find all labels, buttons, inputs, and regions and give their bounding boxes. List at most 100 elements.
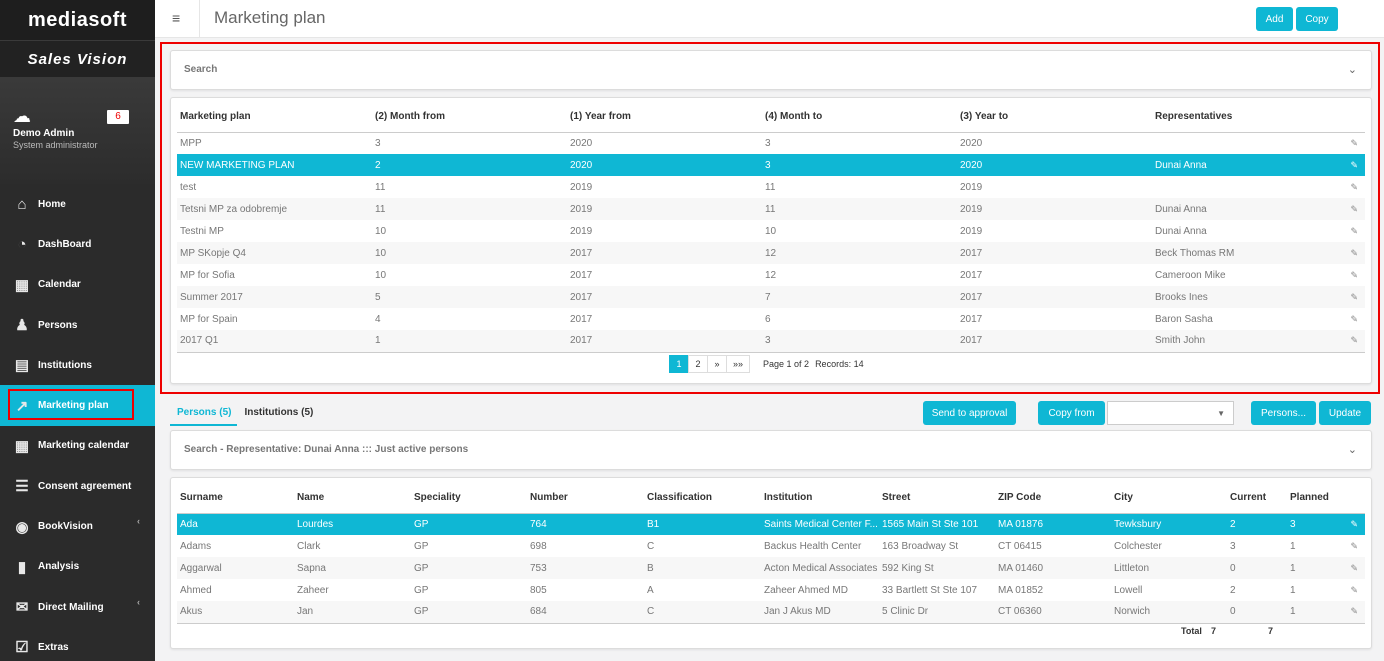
- cell-city: Littleton: [1111, 557, 1227, 579]
- table-row[interactable]: Tetsni MP za odobremje 11 2019 11 2019 Dunai …: [177, 198, 1365, 220]
- notification-badge[interactable]: 6: [107, 110, 129, 124]
- sidebar-item-calendar[interactable]: ▦ Calendar: [0, 265, 155, 305]
- edit-icon[interactable]: ✎: [1347, 154, 1365, 176]
- edit-icon[interactable]: ✎: [1350, 540, 1358, 551]
- cell-city: Lowell: [1114, 584, 1143, 596]
- table-row[interactable]: Ahmed Zaheer GP 805 A Zaheer Ahmed MD 33 Bartl…: [177, 579, 1365, 601]
- user-name[interactable]: Demo Admin: [13, 128, 75, 139]
- table-row[interactable]: 2017 Q1 1 2017 3 2017 Smith John ✎: [177, 330, 1365, 352]
- column-header-name[interactable]: Name: [294, 483, 411, 514]
- chevron-left-icon[interactable]: ‹: [137, 596, 140, 607]
- table-row[interactable]: MP for Spain 4 2017 6 2017 Baron Sasha ✎: [177, 308, 1365, 330]
- edit-icon[interactable]: ✎: [1350, 269, 1358, 280]
- page-link[interactable]: »: [707, 355, 727, 373]
- page-link[interactable]: 1: [669, 355, 689, 373]
- edit-icon[interactable]: ✎: [1347, 513, 1365, 535]
- edit-icon[interactable]: ✎: [1347, 601, 1365, 623]
- sidebar-item-direct-mailing[interactable]: ✉ Direct Mailing ‹: [0, 587, 155, 627]
- persons-button[interactable]: Persons...: [1251, 401, 1316, 425]
- table-row[interactable]: MP for Sofia 10 2017 12 2017 Cameroon Mike ✎: [177, 264, 1365, 286]
- table-row[interactable]: Testni MP 10 2019 10 2019 Dunai Anna ✎: [177, 220, 1365, 242]
- column-header-2-month-from[interactable]: (2) Month from: [372, 102, 567, 133]
- column-header-1-year-from[interactable]: (1) Year from: [567, 102, 762, 133]
- cell-1-year-from: 2019: [567, 198, 762, 220]
- sidebar-item-institutions[interactable]: ▤ Institutions: [0, 345, 155, 385]
- sidebar-item-consent-agreement[interactable]: ☰ Consent agreement: [0, 466, 155, 506]
- sidebar-item-marketing-calendar[interactable]: ▦ Marketing calendar: [0, 426, 155, 466]
- cell-4-month-to: 7: [762, 286, 957, 308]
- chevron-down-icon[interactable]: ⌄: [1347, 64, 1357, 76]
- edit-icon[interactable]: ✎: [1347, 557, 1365, 579]
- table-row[interactable]: Ada Lourdes GP 764 B1 Saints Medical Center F…: [177, 513, 1365, 535]
- chevron-left-icon[interactable]: ‹: [137, 516, 140, 527]
- column-header-number[interactable]: Number: [527, 483, 644, 514]
- tab-persons-5[interactable]: Persons (5): [170, 402, 238, 426]
- table-row[interactable]: test 11 2019 11 2019 ✎: [177, 176, 1365, 198]
- menu-toggle-icon[interactable]: ≡: [172, 10, 181, 26]
- cell-3-year-to: 2020: [960, 137, 983, 149]
- sidebar-item-marketing-plan[interactable]: ↗ Marketing plan: [0, 385, 155, 426]
- column-header-street[interactable]: Street: [879, 483, 995, 514]
- sidebar-item-persons[interactable]: ♟ Persons: [0, 305, 155, 345]
- edit-icon[interactable]: ✎: [1347, 330, 1365, 352]
- cell-planned: 1: [1287, 557, 1347, 579]
- column-header-institution[interactable]: Institution: [761, 483, 879, 514]
- user-avatar-icon[interactable]: ☁: [13, 106, 31, 126]
- table-row[interactable]: MPP 3 2020 3 2020 ✎: [177, 132, 1365, 154]
- sidebar-item-bookvision[interactable]: ◉ BookVision ‹: [0, 506, 155, 546]
- column-header-marketing-plan[interactable]: Marketing plan: [177, 102, 372, 133]
- table-row[interactable]: Summer 2017 5 2017 7 2017 Brooks Ines ✎: [177, 286, 1365, 308]
- send-to-approval-button[interactable]: Send to approval: [923, 401, 1016, 425]
- edit-icon[interactable]: ✎: [1350, 137, 1358, 148]
- column-header-zip-code[interactable]: ZIP Code: [995, 483, 1111, 514]
- tab-institutions-5[interactable]: Institutions (5): [244, 407, 314, 418]
- table-row[interactable]: NEW MARKETING PLAN 2 2020 3 2020 Dunai Anna ✎: [177, 154, 1365, 176]
- page-link[interactable]: »»: [726, 355, 751, 373]
- sidebar-item-analysis[interactable]: ▮ Analysis: [0, 547, 155, 587]
- column-header-representatives[interactable]: Representatives: [1152, 102, 1347, 133]
- column-header-planned[interactable]: Planned: [1287, 483, 1347, 514]
- sidebar-item-dashboard[interactable]: ◔ DashBoard: [0, 224, 155, 264]
- edit-icon[interactable]: ✎: [1350, 181, 1358, 192]
- cell-speciality: GP: [414, 584, 429, 596]
- cell-zip-code: CT 06360: [995, 601, 1111, 623]
- column-header-surname[interactable]: Surname: [177, 483, 294, 514]
- table-row[interactable]: Adams Clark GP 698 C Backus Health Center 163 …: [177, 535, 1365, 557]
- update-button[interactable]: Update: [1319, 401, 1371, 425]
- cell-4-month-to: 3: [762, 154, 957, 176]
- column-header-current[interactable]: Current: [1227, 483, 1287, 514]
- search-panel[interactable]: Search ⌄: [170, 50, 1372, 90]
- column-header-speciality[interactable]: Speciality: [411, 483, 527, 514]
- column-header-3-year-to[interactable]: (3) Year to: [957, 102, 1152, 133]
- table-row[interactable]: Akus Jan GP 684 C Jan J Akus MD 5 Clinic Dr CT …: [177, 601, 1365, 623]
- column-header-classification[interactable]: Classification: [644, 483, 761, 514]
- logo[interactable]: mediasoft: [0, 0, 155, 40]
- cell-current: 2: [1230, 584, 1236, 596]
- cell-number: 698: [530, 540, 547, 552]
- cell-4-month-to: 6: [765, 313, 771, 325]
- edit-icon[interactable]: ✎: [1347, 198, 1365, 220]
- sidebar-item-home[interactable]: ⌂ Home: [0, 184, 155, 224]
- copy-button[interactable]: Copy: [1296, 7, 1338, 31]
- pie-chart-icon: ◔: [17, 235, 27, 253]
- edit-icon[interactable]: ✎: [1347, 286, 1365, 308]
- copy-from-select[interactable]: ▼: [1107, 401, 1234, 425]
- cell-marketing-plan: MP for Spain: [180, 313, 238, 325]
- column-header-4-month-to[interactable]: (4) Month to: [762, 102, 957, 133]
- copy-from-button[interactable]: Copy from: [1038, 401, 1105, 425]
- sidebar-item-extras[interactable]: ☑ Extras: [0, 627, 155, 661]
- table-row[interactable]: MP SKopje Q4 10 2017 12 2017 Beck Thomas RM ✎: [177, 242, 1365, 264]
- chevron-down-icon[interactable]: ⌄: [1347, 444, 1357, 456]
- persons-search-panel[interactable]: Search - Representative: Dunai Anna ::: …: [170, 430, 1372, 470]
- edit-icon[interactable]: ✎: [1350, 225, 1358, 236]
- table-row[interactable]: Aggarwal Sapna GP 753 B Acton Medical Associa…: [177, 557, 1365, 579]
- edit-icon[interactable]: ✎: [1347, 242, 1365, 264]
- edit-icon[interactable]: ✎: [1350, 313, 1358, 324]
- cell-2-month-from: 10: [372, 242, 567, 264]
- page-link[interactable]: 2: [688, 355, 708, 373]
- cell-zip-code: MA 01876: [995, 513, 1111, 535]
- column-header-city[interactable]: City: [1111, 483, 1227, 514]
- add-button[interactable]: Add: [1256, 7, 1293, 31]
- edit-icon[interactable]: ✎: [1350, 584, 1358, 595]
- cell-surname: Akus: [177, 601, 294, 623]
